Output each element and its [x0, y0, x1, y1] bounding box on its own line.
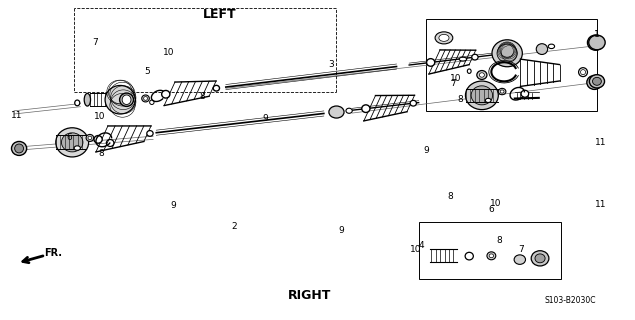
Ellipse shape [86, 134, 94, 141]
Bar [426, 19, 597, 111]
Ellipse shape [578, 68, 587, 76]
Ellipse shape [472, 54, 478, 60]
Ellipse shape [346, 108, 352, 113]
Text: 1: 1 [594, 30, 600, 39]
Ellipse shape [439, 34, 449, 41]
Ellipse shape [548, 44, 554, 49]
Ellipse shape [589, 75, 605, 88]
Text: 10: 10 [410, 245, 422, 254]
Ellipse shape [15, 144, 23, 153]
Ellipse shape [122, 95, 131, 105]
Text: 4: 4 [419, 241, 425, 250]
Text: 7: 7 [451, 79, 457, 88]
Circle shape [459, 57, 467, 61]
Text: 10: 10 [163, 48, 175, 57]
Text: 6: 6 [67, 133, 72, 142]
Ellipse shape [500, 90, 504, 93]
Ellipse shape [587, 76, 602, 89]
Text: 8: 8 [199, 92, 205, 101]
Text: 7: 7 [518, 245, 524, 254]
Ellipse shape [142, 95, 149, 102]
Text: 11: 11 [595, 200, 606, 209]
Text: 8: 8 [98, 149, 104, 158]
Ellipse shape [535, 254, 545, 263]
Ellipse shape [213, 85, 220, 91]
Text: 6: 6 [488, 205, 494, 214]
Ellipse shape [587, 35, 604, 50]
Ellipse shape [75, 100, 80, 106]
Text: 10: 10 [94, 112, 106, 121]
Text: 9: 9 [338, 226, 344, 235]
Ellipse shape [479, 73, 485, 77]
Text: 8: 8 [497, 236, 502, 245]
Ellipse shape [487, 252, 496, 260]
Ellipse shape [88, 136, 92, 140]
Text: 8: 8 [457, 95, 464, 104]
Ellipse shape [94, 136, 102, 143]
Text: 10: 10 [490, 199, 502, 208]
Ellipse shape [84, 93, 91, 106]
Text: FR.: FR. [44, 248, 62, 258]
Ellipse shape [427, 59, 435, 66]
Ellipse shape [521, 90, 529, 97]
Ellipse shape [147, 131, 153, 136]
Text: 11: 11 [11, 111, 23, 120]
Text: 9: 9 [424, 146, 429, 155]
Ellipse shape [465, 81, 498, 110]
Ellipse shape [489, 254, 493, 258]
Ellipse shape [497, 44, 518, 62]
Ellipse shape [590, 78, 599, 86]
Text: 2: 2 [231, 222, 237, 231]
Text: 11: 11 [595, 138, 606, 147]
Ellipse shape [492, 40, 523, 67]
Ellipse shape [485, 98, 491, 102]
Ellipse shape [162, 91, 170, 98]
Ellipse shape [591, 38, 601, 47]
Ellipse shape [11, 141, 27, 156]
Ellipse shape [329, 106, 344, 118]
Text: LEFT: LEFT [203, 8, 236, 20]
Ellipse shape [105, 85, 135, 114]
Ellipse shape [56, 128, 89, 157]
Ellipse shape [106, 140, 114, 147]
Text: 7: 7 [92, 38, 98, 47]
Ellipse shape [592, 77, 601, 85]
Text: 9: 9 [170, 201, 177, 210]
Text: 8: 8 [448, 192, 453, 201]
Ellipse shape [467, 69, 471, 73]
Ellipse shape [471, 86, 493, 105]
Ellipse shape [150, 100, 154, 105]
Text: 9: 9 [263, 114, 269, 123]
Text: 3: 3 [328, 60, 334, 69]
Ellipse shape [580, 69, 585, 75]
Bar [418, 222, 561, 279]
Text: 5: 5 [144, 67, 150, 76]
Ellipse shape [465, 252, 473, 260]
Ellipse shape [531, 251, 549, 266]
Ellipse shape [410, 100, 417, 106]
Ellipse shape [477, 70, 487, 79]
Text: RIGHT: RIGHT [288, 289, 331, 302]
Ellipse shape [435, 32, 453, 44]
Text: 10: 10 [450, 74, 461, 83]
Text: S103-B2030C: S103-B2030C [545, 296, 596, 305]
Ellipse shape [514, 255, 526, 264]
Ellipse shape [74, 146, 81, 150]
Ellipse shape [144, 97, 147, 100]
Ellipse shape [589, 35, 605, 50]
Ellipse shape [536, 44, 547, 54]
Ellipse shape [62, 133, 83, 152]
Ellipse shape [119, 93, 133, 106]
Ellipse shape [498, 88, 506, 95]
Ellipse shape [362, 105, 370, 112]
